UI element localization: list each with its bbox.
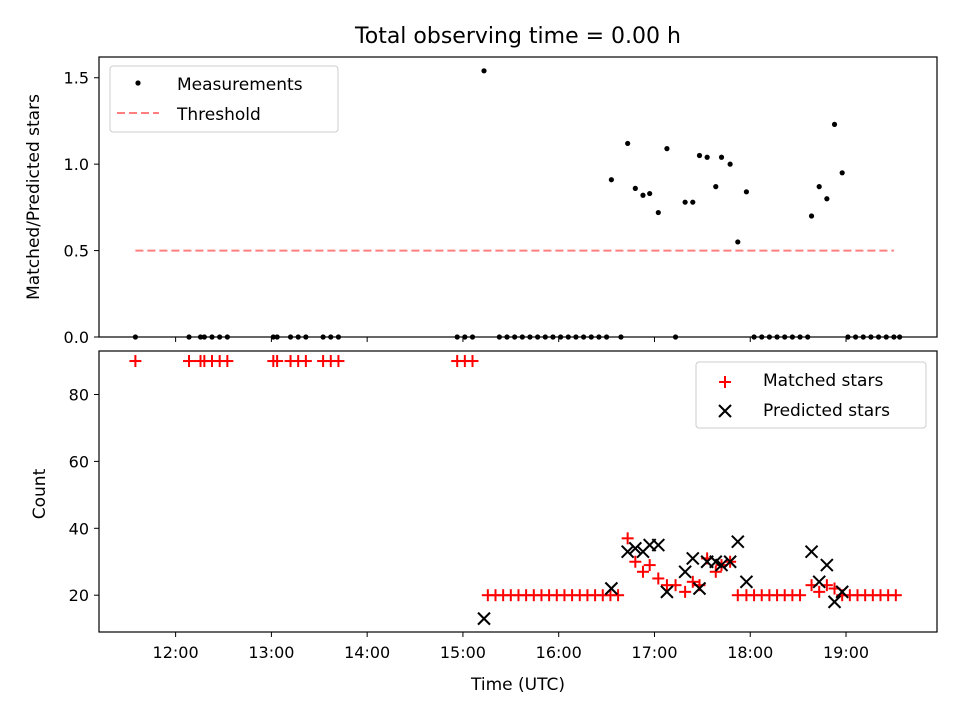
predicted-legend-label: Predicted stars	[763, 401, 890, 421]
ratio-panel: 0.0 0.5 1.0 1.5 Matched/Predicted stars Mea…	[24, 56, 938, 347]
ratio-panel-ylabel: Matched/Predicted stars	[24, 94, 44, 300]
ratio-legend-box	[109, 65, 339, 133]
ratio-ytick-label: 0.5	[64, 242, 89, 261]
measurement-point	[727, 161, 733, 167]
matched-star-point	[612, 589, 625, 602]
matched-star-point	[332, 355, 345, 368]
ratio-ytick-label: 1.0	[64, 155, 89, 174]
ratio-panel-legend: Measurements Threshold	[109, 65, 339, 133]
predicted-star-point	[660, 585, 674, 599]
predicted-star-point	[651, 538, 666, 552]
count-panel: 12:00 13:00 14:00 15:00 16:00 17:00 18:00 19:00…	[30, 350, 938, 695]
measurement-point	[682, 199, 688, 205]
count-panel-frame	[98, 350, 938, 633]
predicted-star-point	[692, 581, 707, 596]
predicted-star-point	[739, 575, 754, 589]
matched-star-point	[709, 565, 722, 578]
measurement-point	[831, 121, 838, 128]
measurement-point	[816, 184, 822, 190]
matched-star-point	[889, 589, 902, 602]
count-xtick-label: 14:00	[344, 643, 390, 662]
ratio-panel-ticks: 0.0 0.5 1.0 1.5	[64, 69, 847, 347]
measurement-point	[625, 140, 631, 147]
matched-star-point	[794, 589, 807, 602]
count-xtick-label: 13:00	[248, 643, 294, 662]
predicted-star-point	[620, 545, 635, 559]
predicted-star-point	[477, 611, 491, 626]
matched-legend-label: Matched stars	[763, 371, 883, 391]
matched-star-point	[813, 585, 826, 598]
measurement-point	[696, 152, 703, 159]
measurement-point	[647, 190, 653, 197]
measurement-point	[713, 184, 719, 190]
measurement-point	[808, 213, 815, 219]
count-panel-ticks: 12:00 13:00 14:00 15:00 16:00 17:00 18:00 19:00…	[69, 385, 869, 662]
predicted-star-point	[804, 545, 819, 559]
measurements-legend-label: Measurements	[177, 75, 303, 95]
count-xtick-label: 15:00	[440, 643, 486, 662]
measurement-point	[664, 146, 670, 152]
count-ytick-label: 80	[69, 385, 89, 404]
predicted-star-point	[820, 558, 834, 572]
predicted-star-point	[686, 551, 700, 566]
matched-star-point	[643, 559, 656, 572]
measurement-point	[704, 154, 710, 160]
predicted-star-point	[714, 558, 729, 572]
count-panel-ylabel: Count	[30, 468, 50, 519]
chart-title: Total observing time = 0.00 h	[354, 24, 681, 49]
measurement-point	[743, 189, 750, 195]
matched-star-point	[686, 575, 699, 588]
threshold-legend-label: Threshold	[176, 105, 261, 125]
matched-star-point	[636, 565, 649, 578]
matched-star-point	[183, 355, 196, 368]
count-panel-legend: Matched stars Predicted stars	[695, 361, 927, 429]
predicted-legend-marker	[718, 404, 732, 418]
matched-star-point	[629, 555, 642, 568]
matched-legend-marker	[719, 376, 731, 388]
predicted-star-point	[678, 565, 692, 579]
measurement-point	[608, 177, 614, 183]
ratio-ytick-label: 1.5	[64, 69, 89, 88]
measurement-point	[690, 199, 696, 205]
count-panel-xlabel: Time (UTC)	[470, 675, 565, 695]
predicted-star-point	[731, 534, 745, 549]
measurement-point	[718, 154, 725, 160]
count-xtick-label: 17:00	[631, 643, 677, 662]
matched-star-point	[466, 355, 479, 368]
predicted-star-point	[723, 555, 737, 569]
count-xtick-label: 12:00	[153, 643, 199, 662]
matched-star-point	[129, 355, 142, 368]
predicted-star-point	[835, 585, 849, 599]
predicted-star-point	[628, 541, 643, 556]
measurement-point	[632, 185, 638, 191]
predicted-star-point	[604, 581, 619, 596]
count-xtick-label: 16:00	[536, 643, 582, 662]
measurements-legend-marker	[135, 80, 141, 86]
matched-star-point	[679, 585, 692, 598]
measurement-point	[481, 68, 487, 74]
matched-star-point	[669, 579, 682, 592]
matched-star-point	[271, 355, 284, 368]
measurement-point	[735, 239, 741, 245]
count-xtick-label: 18:00	[727, 643, 773, 662]
measurement-point	[655, 209, 661, 216]
count-xtick-label: 19:00	[823, 643, 869, 662]
predicted-star-point	[812, 575, 826, 589]
ratio-panel-frame	[98, 56, 938, 338]
measurement-point	[824, 196, 830, 202]
count-ytick-label: 40	[69, 519, 89, 538]
matched-star-point	[652, 572, 665, 585]
matched-star-point	[221, 355, 234, 368]
predicted-star-point	[827, 595, 842, 609]
matched-star-point	[299, 355, 312, 368]
count-panel-marks	[129, 355, 902, 626]
measurement-point	[640, 192, 646, 198]
measurement-point	[839, 170, 845, 176]
count-ytick-label: 60	[69, 452, 89, 471]
count-legend-box	[695, 361, 927, 429]
count-ytick-label: 20	[69, 586, 89, 605]
matched-star-point	[621, 532, 634, 545]
ratio-ytick-label: 0.0	[64, 328, 89, 347]
